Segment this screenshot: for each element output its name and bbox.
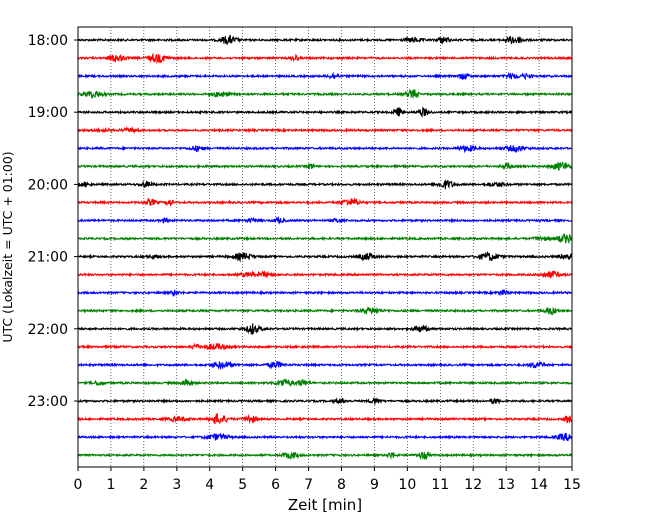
x-tick-label: 15 [563,477,581,493]
seismogram-trace [77,432,573,442]
trace-group [77,34,573,461]
y-tick-label: 21:00 [28,250,68,266]
seismogram-trace [77,306,573,316]
seismogram-trace [77,197,573,207]
x-tick-label: 10 [398,477,416,493]
x-tick-label: 9 [370,477,379,493]
x-tick-label: 1 [106,477,115,493]
seismogram-trace [77,250,573,263]
seismogram-trace [77,71,573,81]
x-tick-label: 7 [304,477,313,493]
seismogram-trace [77,179,573,190]
x-tick-label: 3 [172,477,181,493]
seismogram-trace [77,144,573,154]
seismogram-trace [77,88,573,99]
y-axis-title: UTC (Lokalzeit = UTC + 01:00) [0,151,15,342]
x-tick-label: 13 [497,477,515,493]
y-tick-label: 23:00 [28,394,68,410]
vertical-grid [110,27,540,467]
y-tick-label: 18:00 [28,33,68,49]
x-axis-title: Zeit [min] [288,496,362,514]
seismogram-trace [77,451,573,461]
seismogram-trace [77,342,573,351]
y-tick-label: 19:00 [28,105,68,121]
seismogram-trace [77,397,573,405]
seismogram-trace [77,233,573,245]
seismogram-trace [77,378,573,388]
seismogram-trace [77,413,573,425]
seismogram-trace [77,126,573,135]
seismogram-trace [77,289,573,298]
seismogram-trace [77,161,573,171]
seismogram-trace [77,323,573,336]
seismogram-trace [77,52,573,64]
plot-background [78,27,572,467]
x-tick-label: 14 [530,477,548,493]
y-tick-label: 20:00 [28,177,68,193]
x-tick-label: 6 [271,477,280,493]
x-tick-label: 11 [431,477,449,493]
x-tick-label: 0 [74,477,83,493]
x-tick-label: 8 [337,477,346,493]
x-axis: 0 1 2 3 4 5 6 7 8 9 10 11 12 13 14 15 [74,467,581,493]
seismogram-trace [77,106,573,118]
x-tick-label: 5 [238,477,247,493]
x-tick-label: 4 [205,477,214,493]
x-tick-label: 2 [139,477,148,493]
seismogram-trace [77,269,573,280]
seismogram-trace [77,34,573,45]
seismogram-trace [77,215,573,225]
plot-frame [77,26,573,468]
x-tick-label: 12 [464,477,482,493]
y-axis: 18:00 19:00 20:00 21:00 22:00 23:00 [28,33,78,410]
seismogram-trace [77,360,573,371]
y-tick-label: 22:00 [28,322,68,338]
